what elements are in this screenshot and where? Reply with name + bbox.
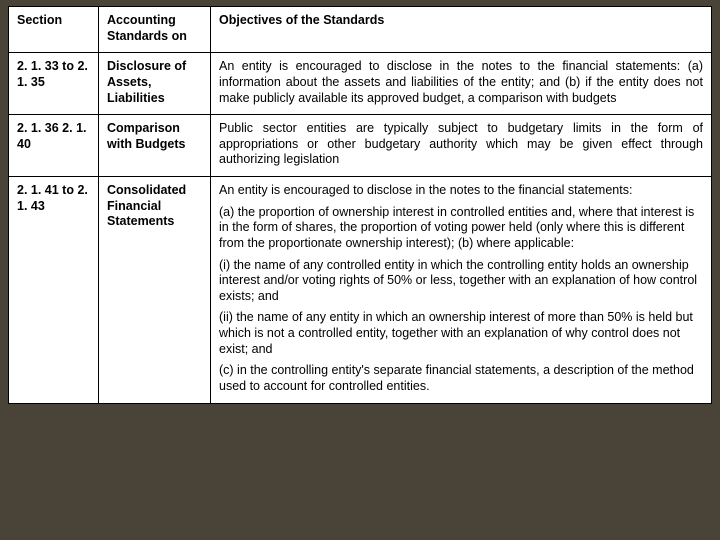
col-header-objectives: Objectives of the Standards [211, 7, 712, 53]
objective-paragraph: (i) the name of any controlled entity in… [219, 258, 703, 305]
cell-standard: Comparison with Budgets [99, 115, 211, 177]
table-header-row: Section Accounting Standards on Objectiv… [9, 7, 712, 53]
table-row: 2. 1. 41 to 2. 1. 43 Consolidated Financ… [9, 177, 712, 404]
cell-standard: Disclosure of Assets, Liabilities [99, 53, 211, 115]
cell-section: 2. 1. 41 to 2. 1. 43 [9, 177, 99, 404]
cell-objective: An entity is encouraged to disclose in t… [211, 177, 712, 404]
table-row: 2. 1. 33 to 2. 1. 35 Disclosure of Asset… [9, 53, 712, 115]
objective-paragraph: (c) in the controlling entity's separate… [219, 363, 703, 394]
cell-standard: Consolidated Financial Statements [99, 177, 211, 404]
cell-section: 2. 1. 33 to 2. 1. 35 [9, 53, 99, 115]
col-header-standards: Accounting Standards on [99, 7, 211, 53]
cell-objective: An entity is encouraged to disclose in t… [211, 53, 712, 115]
table-row: 2. 1. 36 2. 1. 40 Comparison with Budget… [9, 115, 712, 177]
objective-paragraph: An entity is encouraged to disclose in t… [219, 183, 703, 199]
objective-paragraph: (a) the proportion of ownership interest… [219, 205, 703, 252]
cell-section: 2. 1. 36 2. 1. 40 [9, 115, 99, 177]
standards-table: Section Accounting Standards on Objectiv… [8, 6, 712, 404]
slide-wrap: Section Accounting Standards on Objectiv… [0, 0, 720, 540]
cell-objective: Public sector entities are typically sub… [211, 115, 712, 177]
col-header-section: Section [9, 7, 99, 53]
objective-paragraph: (ii) the name of any entity in which an … [219, 310, 703, 357]
